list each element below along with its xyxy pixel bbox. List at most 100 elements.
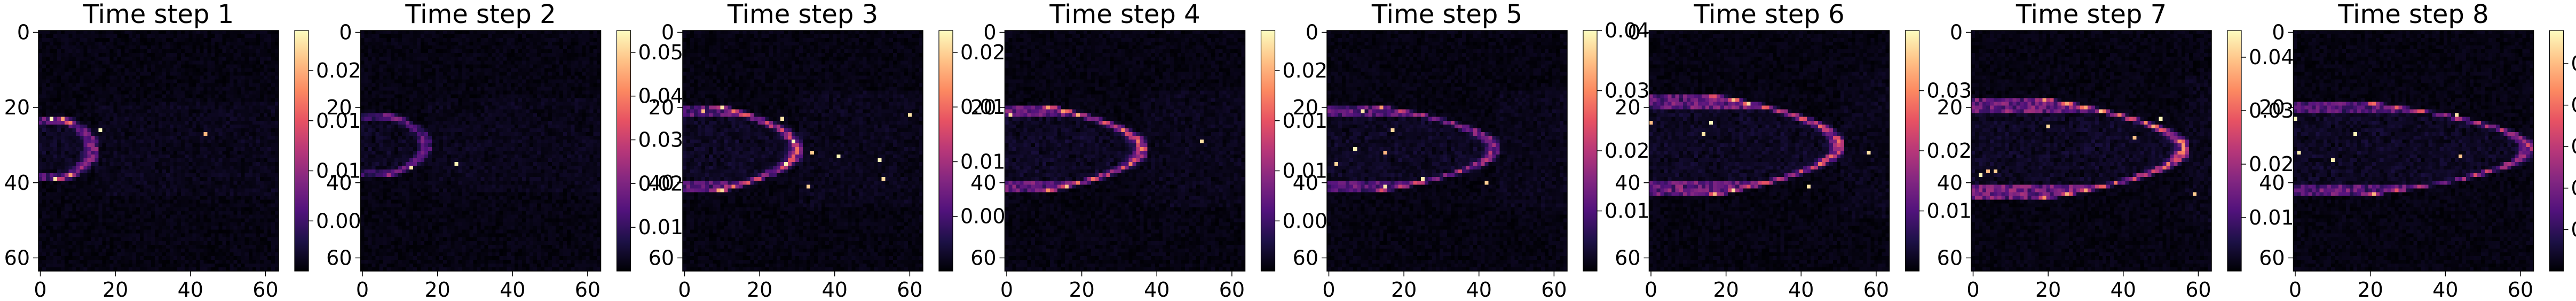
panel-time-step-3: Time step 30 20 40 6002040600.0050.0100.015… [649,0,1018,301]
y-tick-label: 0 [339,21,352,44]
colorbar-tick-label: 0.02 [638,172,684,195]
y-tick-label: 60 [326,246,352,269]
x-tick-label: 60 [252,278,278,301]
x-tick-label: 0 [34,278,46,301]
x-tick-label: 20 [2357,278,2383,301]
y-tick-label: 60 [970,246,996,269]
x-tick-label: 0 [1645,278,1657,301]
colorbar [2227,30,2242,272]
heatmap-image [683,30,923,271]
heatmap-image [360,30,601,271]
x-tick-label: 20 [2035,278,2061,301]
x-tick-label: 20 [747,278,772,301]
colorbar [1260,30,1276,272]
heatmap-image [1649,30,1890,271]
x-tick-label: 60 [1863,278,1889,301]
x-tick-label: 60 [897,278,922,301]
panel-title: Time step 2 [405,0,556,29]
colorbar-tick-label: 0.02 [2249,152,2294,176]
colorbar-tick-label: 0.01 [2249,206,2294,229]
panel-title: Time step 3 [727,0,878,29]
heatmap-image [38,30,279,271]
x-tick-label: 0 [1322,278,1335,301]
x-tick-label: 60 [2508,278,2533,301]
panel-time-step-8: Time step 8020406002040600.010.020.030.0… [2259,0,2576,301]
x-tick-label: 0 [356,278,369,301]
heatmap-image [1971,30,2211,271]
y-tick-label: 20 [1615,96,1640,119]
x-tick-label: 40 [500,278,525,301]
colorbar [2549,30,2564,272]
axes-frame [1648,30,1890,272]
y-tick-label: 0 [661,21,674,44]
axes-frame [360,30,602,272]
x-tick-label: 40 [1144,278,1170,301]
y-tick-label: 60 [649,246,674,269]
panel-title: Time step 4 [1049,0,1200,29]
y-tick-label: 0 [2272,21,2285,44]
axes-frame [2293,30,2534,272]
colorbar [1583,30,1598,272]
y-tick-label: 0 [1627,21,1640,44]
colorbar-tick-label: 0.04 [2249,45,2294,69]
y-tick-label: 20 [970,96,996,119]
axes-frame [1326,30,1568,272]
colorbar-tick-label: 0.04 [2571,94,2576,117]
colorbar-tick-label: 0.03 [2249,99,2294,122]
y-tick-label: 60 [2259,246,2285,269]
y-tick-label: 20 [2259,96,2285,119]
axes-frame [1004,30,1246,272]
colorbar [1905,30,1920,272]
x-tick-label: 40 [1466,278,1492,301]
panel-time-step-7: Time step 70 20 40 6002040600.010.020.030.0… [1937,0,2294,301]
panel-title: Time step 8 [2337,0,2488,29]
colorbar-tick-label: 0.04 [638,84,684,108]
x-tick-label: 0 [1966,278,1979,301]
colorbar-tick-label: 0.01 [1927,199,1972,223]
colorbar-tick-label: 0.05 [2571,52,2576,75]
panel-time-step-4: Time step 40 20 40 6002040600.0050.0100.015… [970,0,1340,301]
colorbar-tick-label: 0.01 [1605,199,1650,223]
y-tick-label: 40 [1615,171,1640,195]
y-tick-label: 20 [4,96,30,119]
y-tick-label: 40 [2259,171,2285,195]
y-tick-label: 40 [1293,171,1318,195]
colorbar-tick-label: 0.03 [1927,79,1972,103]
axes-frame [38,30,279,272]
y-tick-label: 60 [1293,246,1318,269]
x-tick-label: 0 [1000,278,1013,301]
x-tick-label: 20 [102,278,128,301]
colorbar-tick-label: 0.02 [2571,176,2576,200]
y-tick-label: 40 [649,171,674,195]
y-tick-label: 40 [326,171,352,195]
colorbar-tick-label: 0.01 [2571,218,2576,241]
y-tick-label: 0 [1950,21,1963,44]
colorbar-tick-label: 0.01 [638,215,684,239]
axes-frame [682,30,923,272]
x-tick-label: 40 [1788,278,1814,301]
heatmap-image [1327,30,1567,271]
x-tick-label: 20 [1713,278,1739,301]
y-tick-label: 60 [1615,246,1640,269]
y-tick-label: 60 [4,246,30,269]
panel-title: Time step 6 [1693,0,1844,29]
colorbar-tick-label: 0.03 [638,128,684,152]
panel-title: Time step 7 [2016,0,2167,29]
y-tick-label: 20 [326,96,352,119]
colorbar [938,30,953,272]
x-tick-label: 20 [1069,278,1094,301]
x-tick-label: 0 [2289,278,2302,301]
colorbar-tick-label: 0.02 [1927,139,1972,163]
y-tick-label: 20 [649,96,674,119]
x-tick-label: 60 [2185,278,2211,301]
x-tick-label: 40 [178,278,203,301]
axes-frame [1971,30,2212,272]
colorbar [616,30,631,272]
colorbar-tick-label: 0.03 [1605,79,1650,103]
x-tick-label: 20 [1391,278,1417,301]
heatmap-image [1005,30,1245,271]
colorbar [294,30,309,272]
panel-time-step-5: Time step 50 20 40 6002040600.010.020.030.0… [1293,0,1650,301]
